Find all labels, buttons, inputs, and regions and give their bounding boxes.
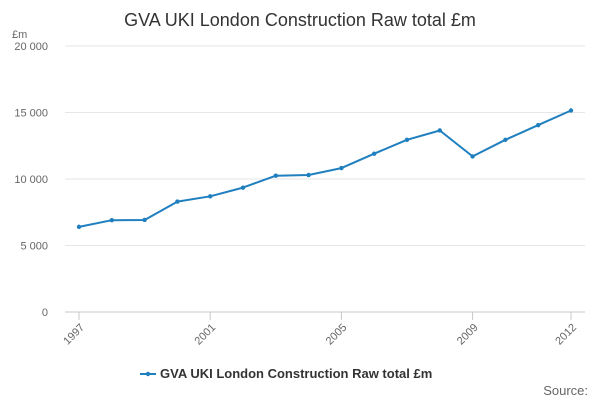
data-point[interactable] bbox=[470, 154, 475, 159]
y-axis-ticks: 0 5 000 10 000 15 000 20 000 bbox=[14, 41, 48, 319]
source-label: Source: bbox=[543, 383, 588, 398]
chart-title: GVA UKI London Construction Raw total £m bbox=[124, 10, 476, 30]
series-lines bbox=[76, 108, 574, 230]
series-line[interactable] bbox=[78, 109, 572, 228]
x-tick-label: 2005 bbox=[324, 322, 350, 348]
y-tick-label: 15 000 bbox=[14, 108, 48, 120]
y-tick-label: 5 000 bbox=[20, 241, 48, 253]
data-point[interactable] bbox=[109, 218, 115, 223]
legend-series-label[interactable]: GVA UKI London Construction Raw total £m bbox=[160, 366, 432, 381]
legend[interactable]: GVA UKI London Construction Raw total £m bbox=[140, 366, 432, 381]
y-tick-label: 10 000 bbox=[14, 174, 48, 186]
x-tick-label: 2001 bbox=[193, 322, 219, 348]
data-point[interactable] bbox=[208, 194, 213, 199]
data-point[interactable] bbox=[240, 185, 246, 190]
data-point[interactable] bbox=[306, 172, 311, 178]
y-tick-label: 20 000 bbox=[14, 41, 48, 53]
data-point[interactable] bbox=[372, 151, 377, 156]
x-tick-label: 1997 bbox=[61, 322, 87, 348]
data-point[interactable] bbox=[175, 199, 180, 204]
legend-marker bbox=[145, 371, 151, 377]
data-point[interactable] bbox=[503, 137, 508, 142]
data-point[interactable] bbox=[142, 217, 147, 223]
data-point[interactable] bbox=[76, 224, 82, 230]
data-point[interactable] bbox=[437, 128, 442, 133]
data-point[interactable] bbox=[404, 137, 410, 142]
y-tick-label: 0 bbox=[42, 307, 48, 319]
x-axis-ticks: 1997 2001 2005 2009 2012 bbox=[61, 312, 579, 347]
data-point[interactable] bbox=[273, 173, 278, 178]
gridlines bbox=[65, 45, 585, 313]
data-point[interactable] bbox=[568, 108, 574, 113]
data-point[interactable] bbox=[536, 122, 541, 128]
data-point[interactable] bbox=[339, 165, 344, 171]
x-tick-label: 2012 bbox=[553, 322, 579, 348]
y-axis-label: £m bbox=[12, 29, 27, 41]
x-tick-label: 2009 bbox=[455, 322, 481, 348]
